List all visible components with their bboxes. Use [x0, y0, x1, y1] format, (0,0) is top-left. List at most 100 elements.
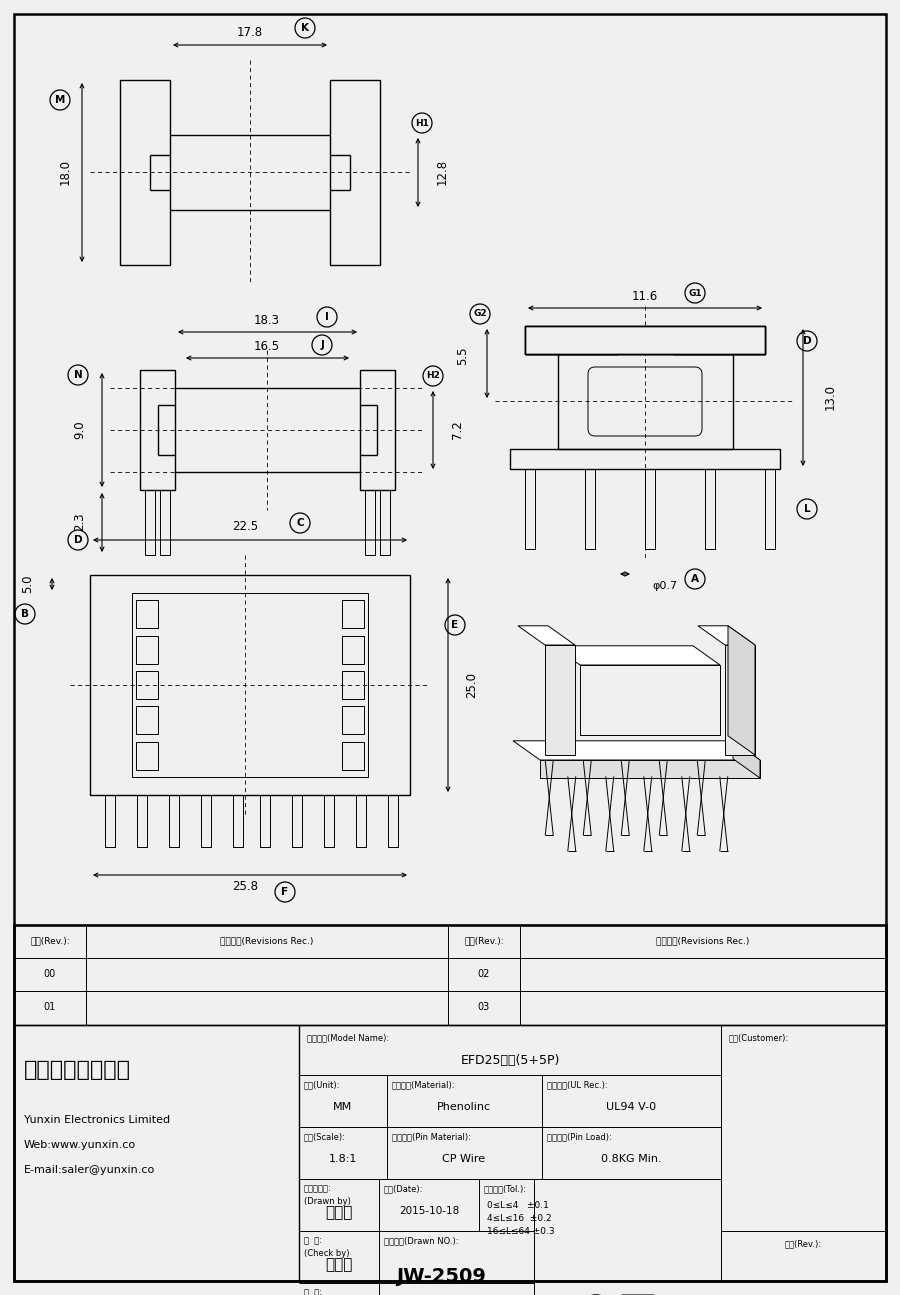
- Bar: [510, 449, 780, 469]
- Bar: [525, 326, 765, 354]
- Text: UL94 V-0: UL94 V-0: [606, 1102, 656, 1112]
- Bar: [105, 795, 115, 847]
- Text: K: K: [301, 23, 309, 32]
- Polygon shape: [733, 741, 760, 778]
- Text: 11.6: 11.6: [632, 290, 658, 303]
- Text: G2: G2: [473, 310, 487, 319]
- Text: A: A: [691, 574, 699, 584]
- Text: 日期(Date):: 日期(Date):: [384, 1184, 423, 1193]
- Bar: [525, 326, 765, 354]
- Bar: [136, 706, 158, 734]
- Text: EFD25卧式(5+5P): EFD25卧式(5+5P): [460, 1054, 560, 1067]
- Text: I: I: [325, 312, 328, 322]
- Text: 9.0: 9.0: [74, 421, 86, 439]
- Polygon shape: [580, 666, 720, 736]
- Bar: [342, 636, 364, 663]
- Text: 18.0: 18.0: [58, 159, 71, 185]
- Bar: [90, 575, 410, 795]
- Bar: [136, 671, 158, 699]
- Text: B: B: [21, 609, 29, 619]
- Text: 02: 02: [478, 969, 491, 979]
- Text: 7.2: 7.2: [451, 421, 464, 439]
- Text: 规格描述(Model Name):: 规格描述(Model Name):: [307, 1033, 389, 1042]
- Bar: [705, 469, 715, 549]
- Bar: [260, 795, 270, 847]
- Text: 产品编号(Drawn NO.):: 产品编号(Drawn NO.):: [384, 1235, 458, 1244]
- Text: 比例(Scale):: 比例(Scale):: [304, 1132, 346, 1141]
- Bar: [14, 925, 886, 1026]
- Text: 刘水强: 刘水强: [325, 1257, 353, 1273]
- Text: (Check by): (Check by): [304, 1248, 349, 1257]
- Polygon shape: [725, 645, 755, 755]
- Bar: [330, 80, 380, 265]
- Text: 03: 03: [478, 1002, 491, 1011]
- Bar: [645, 469, 655, 549]
- Bar: [145, 490, 155, 556]
- Text: 01: 01: [44, 1002, 56, 1011]
- Text: D: D: [74, 535, 82, 545]
- Text: N: N: [74, 370, 83, 379]
- Text: 17.8: 17.8: [237, 26, 263, 39]
- Text: 修改记录(Revisions Rec.): 修改记录(Revisions Rec.): [220, 936, 314, 945]
- Text: 18.3: 18.3: [254, 313, 280, 326]
- Text: 4≤L≤16  ±0.2: 4≤L≤16 ±0.2: [487, 1213, 552, 1222]
- Bar: [342, 706, 364, 734]
- Text: 22.5: 22.5: [232, 521, 258, 534]
- Bar: [132, 593, 368, 777]
- Bar: [342, 671, 364, 699]
- Text: G1: G1: [688, 289, 702, 298]
- Bar: [388, 795, 398, 847]
- Text: JW-2509: JW-2509: [396, 1268, 486, 1286]
- Bar: [140, 370, 175, 490]
- Text: 本体材质(Material):: 本体材质(Material):: [392, 1080, 455, 1089]
- Text: 25.0: 25.0: [465, 672, 479, 698]
- Bar: [342, 601, 364, 628]
- Text: 单位(Unit):: 单位(Unit):: [304, 1080, 340, 1089]
- Bar: [765, 469, 775, 549]
- Text: 5.5: 5.5: [456, 347, 470, 365]
- Text: 工程与设计:: 工程与设计:: [304, 1184, 332, 1193]
- Text: 12.8: 12.8: [436, 159, 448, 185]
- Bar: [380, 490, 390, 556]
- Text: 0.8KG Min.: 0.8KG Min.: [600, 1154, 662, 1164]
- Bar: [525, 469, 535, 549]
- Text: 2.3: 2.3: [74, 513, 86, 531]
- Text: H2: H2: [426, 372, 440, 381]
- Bar: [324, 795, 334, 847]
- Bar: [136, 636, 158, 663]
- Text: 一般公差(Tol.):: 一般公差(Tol.):: [484, 1184, 527, 1193]
- Bar: [120, 80, 170, 265]
- Bar: [14, 1026, 886, 1281]
- Text: E-mail:saler@yunxin.co: E-mail:saler@yunxin.co: [24, 1166, 155, 1175]
- Bar: [356, 795, 366, 847]
- Polygon shape: [728, 625, 755, 755]
- Text: 25.8: 25.8: [232, 881, 258, 894]
- Bar: [233, 795, 243, 847]
- Bar: [292, 795, 302, 847]
- Text: 针脚材质(Pin Material):: 针脚材质(Pin Material):: [392, 1132, 471, 1141]
- Text: 00: 00: [44, 969, 56, 979]
- Text: φ0.7: φ0.7: [652, 581, 678, 591]
- Text: F: F: [282, 887, 289, 897]
- Text: 5.0: 5.0: [22, 575, 34, 593]
- Text: Yunxin Electronics Limited: Yunxin Electronics Limited: [24, 1115, 170, 1125]
- Text: 1.8:1: 1.8:1: [328, 1154, 357, 1164]
- Polygon shape: [513, 741, 760, 760]
- Text: 防火等级(UL Rec.):: 防火等级(UL Rec.):: [547, 1080, 608, 1089]
- Text: Phenolinc: Phenolinc: [436, 1102, 491, 1112]
- Bar: [136, 601, 158, 628]
- Bar: [585, 469, 595, 549]
- Text: 2015-10-18: 2015-10-18: [399, 1206, 459, 1216]
- Text: 0≤L≤4   ±0.1: 0≤L≤4 ±0.1: [487, 1200, 549, 1210]
- Text: 版本(Rev.):: 版本(Rev.):: [31, 936, 70, 945]
- Bar: [342, 742, 364, 769]
- Text: E: E: [452, 620, 459, 629]
- Polygon shape: [540, 760, 760, 778]
- Bar: [137, 795, 147, 847]
- Text: Web:www.yunxin.co: Web:www.yunxin.co: [24, 1140, 136, 1150]
- Polygon shape: [698, 625, 755, 645]
- Bar: [558, 354, 733, 449]
- Text: 修改记录(Revisions Rec.): 修改记录(Revisions Rec.): [656, 936, 750, 945]
- Text: (Drawn by): (Drawn by): [304, 1197, 351, 1206]
- Text: 13.0: 13.0: [824, 385, 836, 411]
